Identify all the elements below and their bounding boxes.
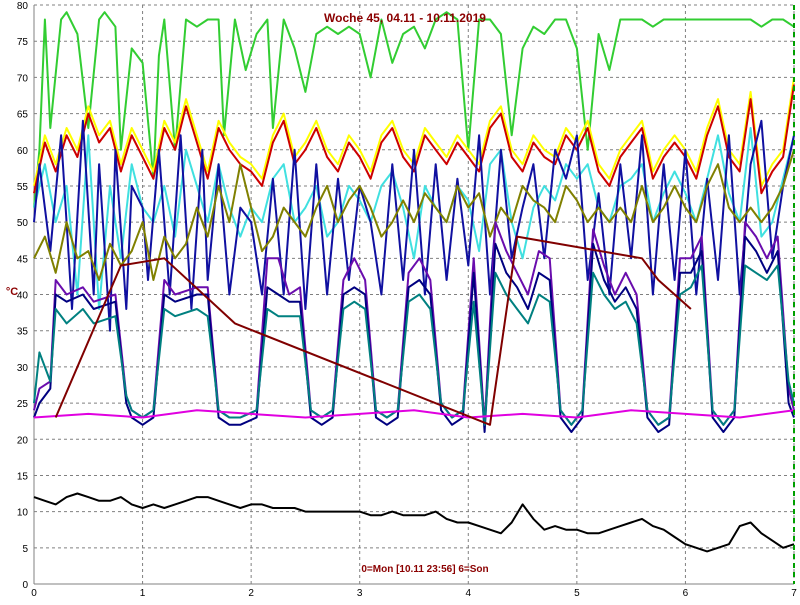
series-line-2	[33, 77, 795, 187]
x-tick-label: 7	[791, 588, 797, 599]
y-tick-label: 5	[22, 544, 28, 555]
y-axis-label: °C	[6, 286, 18, 298]
series-line-6	[33, 149, 795, 281]
y-tick-label: 55	[17, 182, 29, 193]
series-line-9	[33, 264, 795, 426]
series-line-3	[33, 84, 795, 195]
y-tick-label: 75	[17, 37, 29, 48]
chart-title: Woche 45, 04.11 - 10.11.2019	[324, 11, 486, 25]
series-line-11	[54, 235, 692, 426]
series-lines	[33, 11, 795, 553]
y-tick-label: 25	[17, 399, 29, 410]
y-tick-label: 50	[17, 218, 29, 229]
x-axis-ticks: 0 1 2 3 4 5 6 7	[31, 588, 797, 599]
y-tick-label: 60	[17, 146, 29, 157]
series-line-5	[33, 119, 795, 332]
x-tick-label: 4	[466, 588, 472, 599]
x-tick-label: 3	[357, 588, 363, 599]
series-line-12	[33, 492, 795, 553]
series-line-4	[33, 127, 795, 310]
y-tick-label: 65	[17, 110, 29, 121]
series-line-1	[33, 11, 795, 208]
x-axis-label: 0=Mon [10.11 23:56] 6=Son	[361, 564, 488, 575]
x-tick-label: 5	[574, 588, 580, 599]
y-tick-label: 70	[17, 73, 29, 84]
y-tick-label: 10	[17, 508, 29, 519]
y-tick-label: 40	[17, 291, 29, 302]
x-tick-label: 1	[140, 588, 146, 599]
y-tick-label: 15	[17, 471, 29, 482]
y-tick-label: 45	[17, 254, 29, 265]
x-tick-label: 2	[248, 588, 254, 599]
y-tick-label: 20	[17, 435, 29, 446]
y-axis-ticks: 0 5 10 15 20 25 30 35 40 45 50 55 60 65 70 75 80	[17, 1, 29, 591]
x-tick-label: 6	[683, 588, 689, 599]
series-line-10	[33, 409, 795, 419]
y-tick-label: 35	[17, 327, 29, 338]
x-tick-label: 0	[31, 588, 37, 599]
y-tick-label: 80	[17, 1, 29, 12]
y-tick-label: 30	[17, 363, 29, 374]
y-tick-label: 0	[22, 580, 28, 591]
